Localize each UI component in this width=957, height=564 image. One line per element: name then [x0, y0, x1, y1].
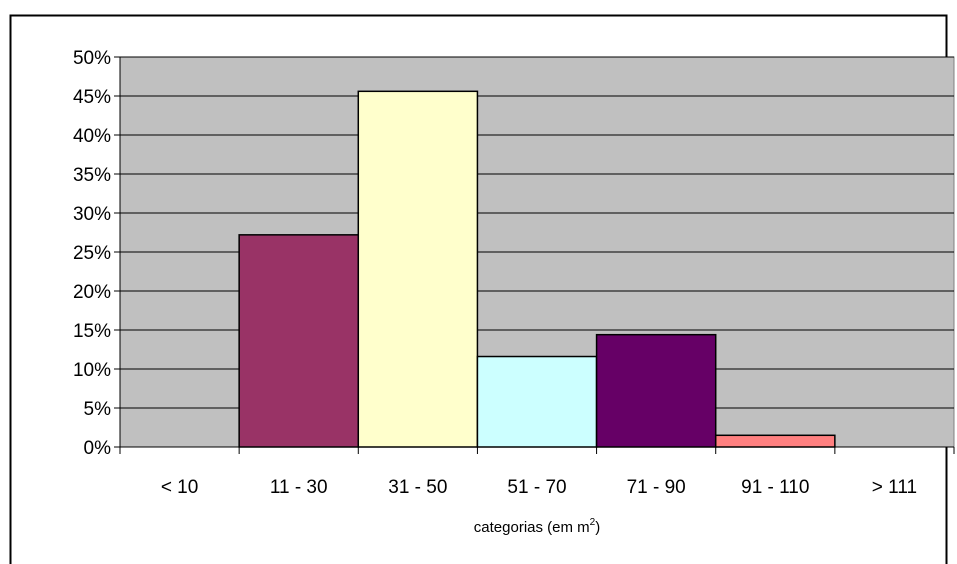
y-tick-label: 5%	[84, 399, 112, 420]
x-tick-label: 91 - 110	[741, 477, 809, 498]
y-tick-label: 50%	[73, 48, 111, 69]
y-tick-label: 35%	[73, 165, 111, 186]
y-tick-label: 15%	[73, 321, 111, 342]
y-tick-label: 20%	[73, 282, 111, 303]
y-tick-label: 30%	[73, 204, 111, 225]
x-tick-label: 11 - 30	[270, 477, 328, 498]
y-tick-label: 25%	[73, 243, 111, 264]
bar	[238, 234, 360, 448]
x-tick-label: 71 - 90	[627, 477, 686, 498]
bars	[238, 90, 836, 448]
x-axis-ticks: < 10 11 - 30 31 - 50 51 - 70 71 - 90 91 - 110…	[119, 447, 955, 498]
y-tick-label: 0%	[84, 438, 112, 459]
x-tick-label: > 111	[872, 477, 917, 498]
bar	[714, 434, 836, 448]
x-tick-label: 51 - 70	[507, 477, 566, 498]
x-tick-label: 31 - 50	[388, 477, 447, 498]
y-tick-label: 45%	[73, 87, 111, 108]
bar	[595, 333, 717, 448]
bar	[357, 90, 479, 448]
x-axis-title: categorias (em m2)	[474, 517, 600, 536]
x-axis-title-suffix: )	[595, 519, 600, 536]
x-tick-label: < 10	[161, 477, 199, 498]
x-axis-title-prefix: categorias (em m	[474, 519, 590, 536]
y-tick-label: 10%	[73, 360, 111, 381]
bar	[476, 355, 598, 448]
y-axis-ticks: 0% 5% 10% 15% 20% 25% 30% 35% 40% 45% 50%	[73, 48, 120, 459]
x-axis-title-superscript: 2	[590, 517, 596, 528]
y-tick-label: 40%	[73, 126, 111, 147]
